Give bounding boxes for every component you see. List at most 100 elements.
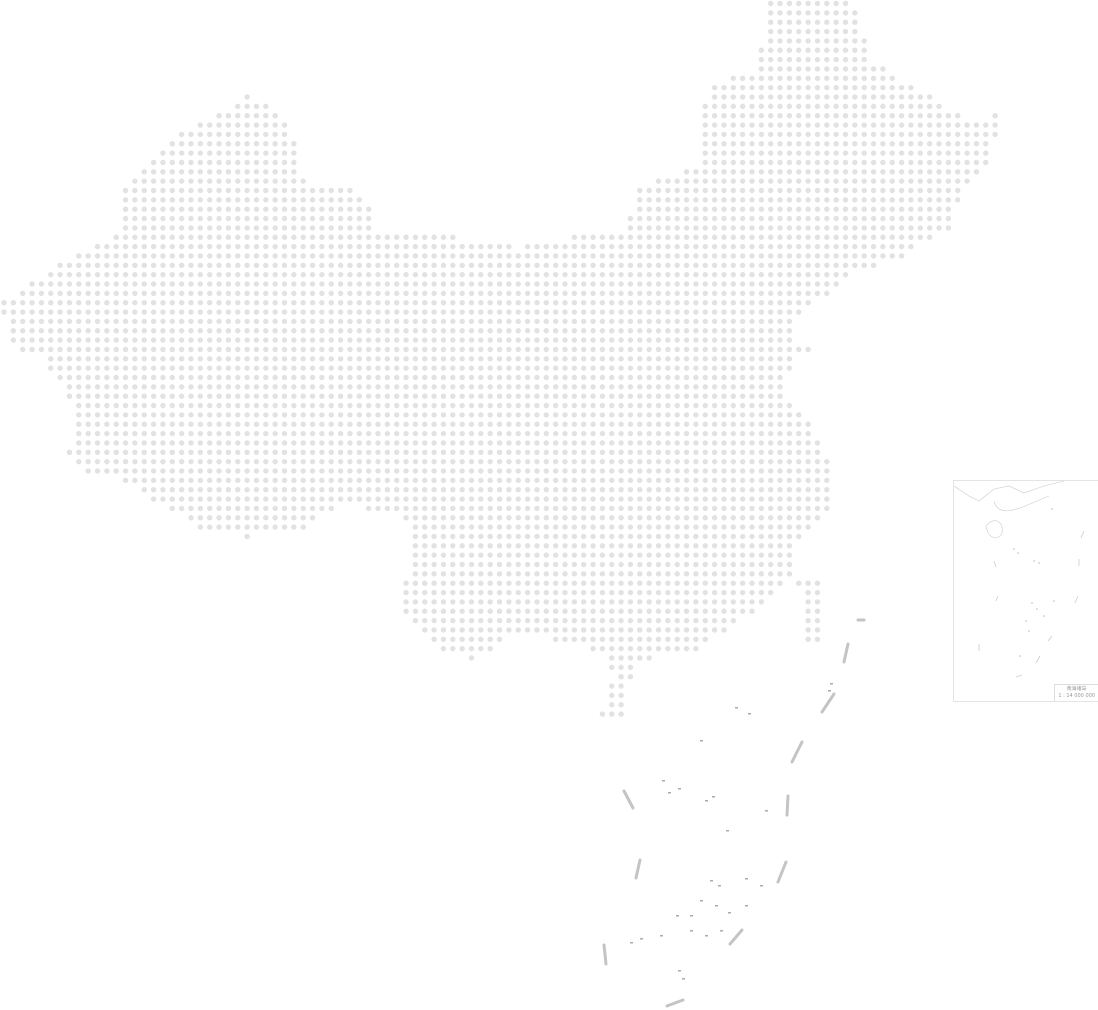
map-dot [169, 337, 175, 343]
map-dot [468, 599, 475, 605]
map-dot [627, 645, 634, 652]
map-dot [908, 150, 914, 156]
map-dot [450, 533, 456, 540]
map-dot [384, 271, 391, 278]
map-dot [328, 430, 334, 437]
map-dot [796, 94, 802, 100]
map-dot [48, 328, 54, 334]
map-dot [216, 458, 222, 465]
map-dot [758, 533, 765, 540]
map-dot [272, 262, 278, 268]
map-dot [85, 281, 91, 287]
map-dot [235, 243, 241, 250]
map-dot [674, 580, 680, 586]
map-dot [777, 440, 783, 446]
map-dot [674, 356, 680, 362]
map-dot [291, 262, 297, 268]
map-dot [674, 617, 680, 624]
map-dot [244, 337, 250, 343]
map-dot [459, 617, 465, 624]
map-dot [132, 365, 138, 371]
map-dot [814, 159, 821, 166]
map-dot [768, 215, 774, 222]
map-dot [880, 122, 886, 128]
map-dot [870, 178, 877, 184]
map-dot [468, 524, 475, 530]
map-dot [627, 477, 634, 484]
map-dot [768, 328, 774, 334]
map-dot [169, 178, 175, 184]
map-dot [253, 103, 260, 110]
map-dot [328, 187, 334, 194]
map-dot [403, 449, 409, 455]
map-dot [347, 197, 353, 203]
map-dot [861, 178, 867, 184]
map-dot [562, 318, 568, 325]
map-dot [169, 505, 175, 512]
map-dot [291, 356, 297, 362]
map-dot [450, 300, 456, 306]
map-dot [440, 328, 447, 334]
map-dot [225, 412, 232, 418]
map-dot [216, 337, 222, 343]
map-dot [281, 384, 288, 390]
map-dot [702, 159, 708, 166]
map-dot [926, 178, 933, 184]
map-dot [749, 243, 755, 250]
map-dot [468, 477, 475, 484]
map-dot [702, 271, 708, 278]
map-dot [328, 356, 334, 362]
map-dot [216, 477, 222, 484]
map-dot [618, 346, 624, 353]
map-dot [468, 533, 475, 540]
map-dot [721, 599, 727, 605]
map-dot [693, 337, 699, 343]
map-dot [590, 365, 596, 371]
map-dot [711, 113, 718, 119]
map-dot [833, 281, 839, 287]
map-dot [328, 505, 334, 512]
map-dot [590, 402, 596, 409]
map-dot [309, 384, 316, 390]
map-dot [431, 543, 437, 549]
map-dot [113, 290, 119, 297]
map-dot [281, 421, 288, 427]
map-dot [711, 131, 718, 138]
map-dot [94, 430, 101, 437]
map-dot [693, 627, 699, 633]
map-dot [300, 337, 306, 343]
map-dot [964, 159, 970, 166]
map-dot [627, 402, 634, 409]
map-dot [328, 477, 334, 484]
map-dot [917, 150, 923, 156]
map-dot [169, 449, 175, 455]
map-dot [655, 290, 662, 297]
map-dot [272, 271, 278, 278]
map-dot [478, 374, 484, 381]
map-dot [94, 346, 101, 353]
map-dot [824, 66, 830, 72]
map-dot [730, 103, 736, 110]
map-dot [122, 393, 129, 399]
map-dot [721, 430, 727, 437]
map-dot [394, 365, 400, 371]
map-dot [244, 197, 250, 203]
map-dot [506, 440, 512, 446]
map-dot [683, 206, 690, 212]
map-dot [590, 253, 596, 259]
map-dot [739, 94, 746, 100]
map-dot [627, 674, 634, 680]
map-dot [581, 421, 587, 427]
map-dot [824, 113, 830, 119]
map-dot [702, 178, 708, 184]
map-dot [674, 552, 680, 558]
map-dot [244, 187, 250, 194]
map-dot [730, 113, 736, 119]
island-mark [715, 905, 718, 907]
map-dot [384, 346, 391, 353]
map-dot [805, 496, 811, 502]
map-dot [796, 234, 802, 240]
map-dot [665, 421, 671, 427]
map-dot [450, 290, 456, 297]
map-dot [515, 589, 521, 596]
